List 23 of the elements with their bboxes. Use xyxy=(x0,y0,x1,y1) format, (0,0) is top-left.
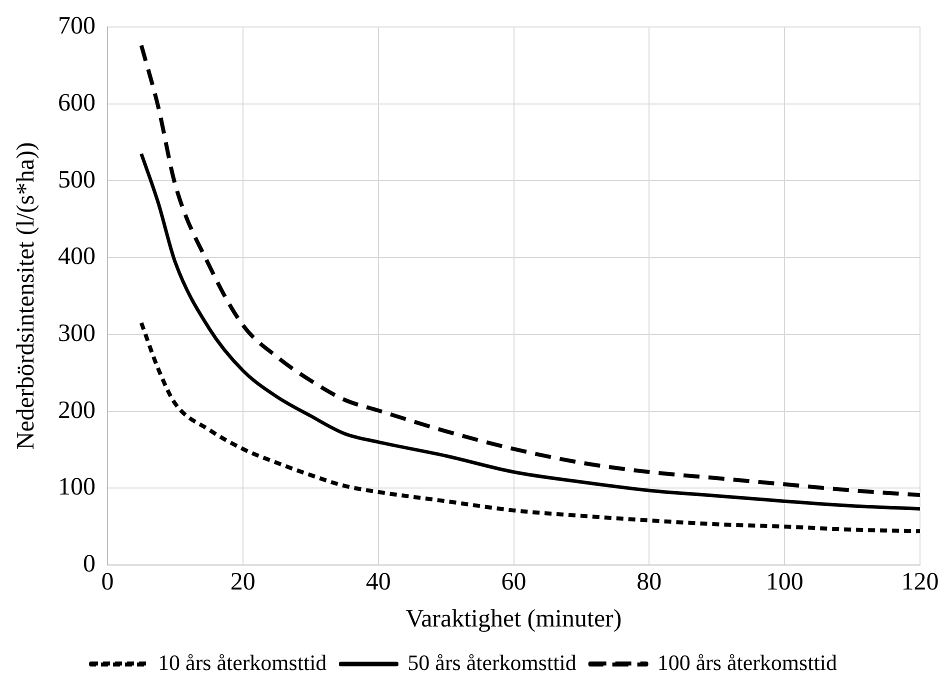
y-axis-title: Nederbördsintensitet (l/(s*ha)) xyxy=(12,142,40,450)
y-tick-label: 0 xyxy=(83,550,96,578)
x-tick-label: 0 xyxy=(101,568,114,596)
y-tick-label: 200 xyxy=(58,396,96,424)
y-tick-label: 100 xyxy=(58,474,96,501)
x-tick-label: 60 xyxy=(501,568,526,596)
y-tick-label: 600 xyxy=(58,89,96,116)
x-tick-label: 20 xyxy=(230,568,256,596)
x-tick-label: 80 xyxy=(636,568,662,596)
x-tick-label: 40 xyxy=(366,568,391,596)
legend-label: 50 års återkomsttid xyxy=(408,650,576,675)
y-tick-label: 300 xyxy=(58,320,96,347)
line-series xyxy=(140,152,920,511)
line-series xyxy=(139,320,920,534)
line-series xyxy=(139,43,920,498)
x-tick-label: 100 xyxy=(766,568,804,596)
legend-label: 100 års återkomsttid xyxy=(657,650,837,675)
y-tick-label: 700 xyxy=(58,12,96,40)
y-tick-label: 400 xyxy=(58,243,96,270)
y-tick-label: 500 xyxy=(58,166,96,194)
x-axis-title: Varaktighet (minuter) xyxy=(406,606,622,633)
x-tick-label: 120 xyxy=(901,568,939,596)
legend-label: 10 års återkomsttid xyxy=(158,650,327,675)
